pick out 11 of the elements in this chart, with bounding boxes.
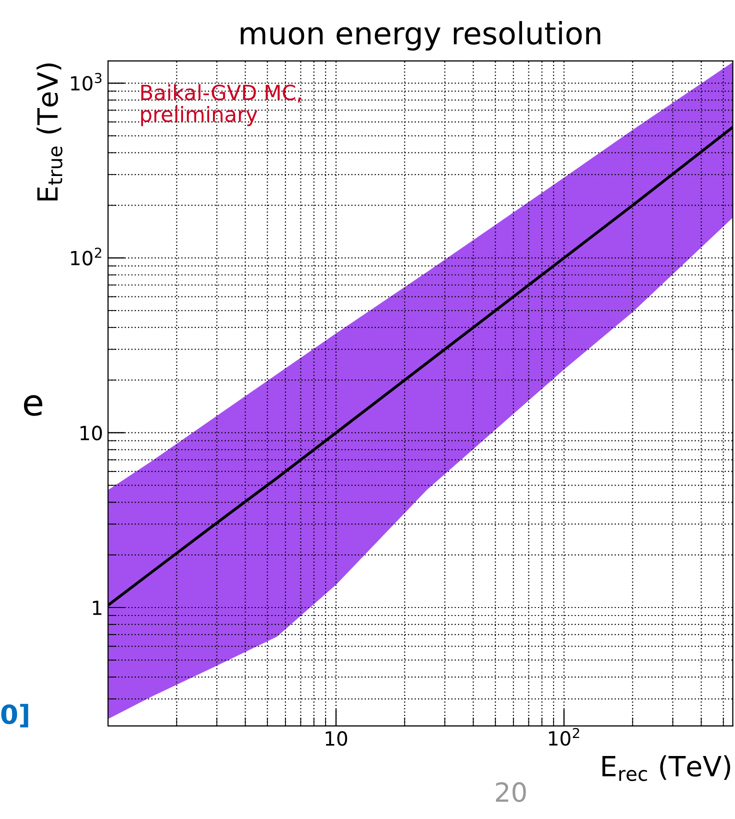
x-axis-title: E$_{rec}$ (TeV) (602, 755, 730, 782)
y-tick-label: 10$^{2}$ (71, 248, 102, 266)
y-tick-label: 10 (80, 426, 102, 440)
y-tick-label: 10$^{3}$ (71, 72, 102, 91)
text: 0] (1, 704, 28, 728)
text: 20 (496, 782, 526, 802)
y-tick-label: 1 (92, 600, 102, 615)
annotation: Baikal-GVD MC, preliminary (141, 84, 301, 126)
y-axis-title: E$_{true}$ (TeV) (36, 63, 62, 200)
text: e (24, 395, 42, 416)
chart-title: muon energy resolution (240, 21, 600, 51)
